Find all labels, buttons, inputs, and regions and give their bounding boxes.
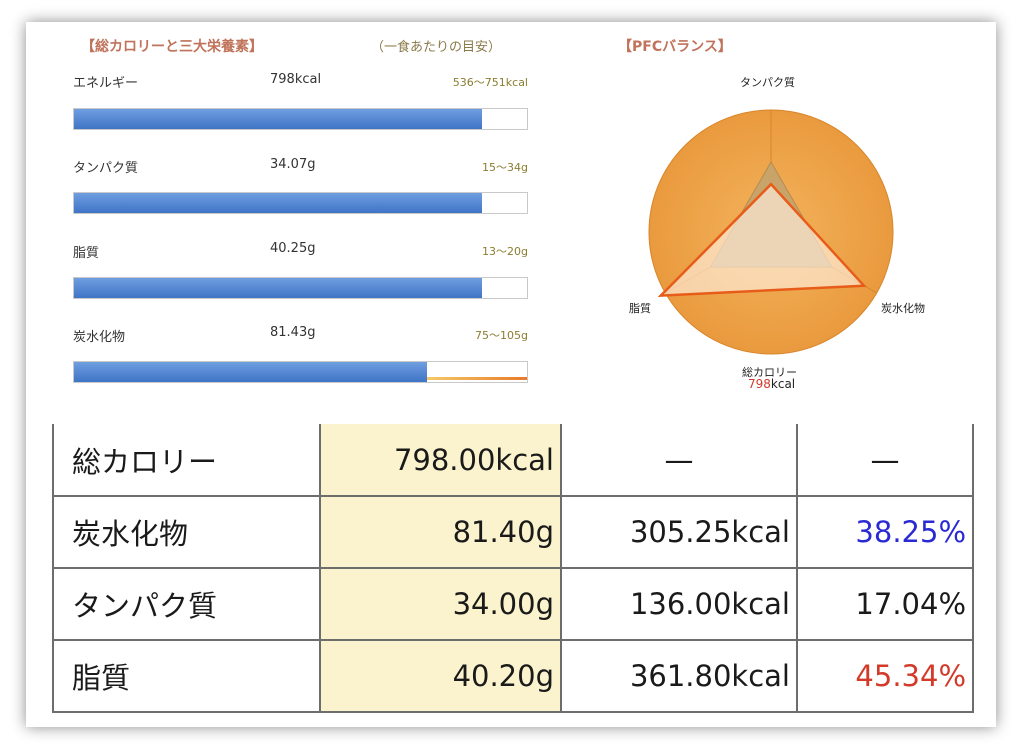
row-kcal: —: [560, 424, 798, 497]
summary-title: 【総カロリーと三大栄養素】: [81, 39, 263, 55]
nutrient-range-carbs: 75〜105g: [475, 329, 528, 342]
radar-label-protein: タンパク質: [740, 76, 795, 89]
row-percent: 45.34%: [796, 639, 974, 713]
radar-label-carbs: 炭水化物: [881, 302, 925, 315]
table-row: 総カロリー 798.00kcal — —: [52, 424, 974, 497]
nutrient-label-energy: エネルギー: [73, 76, 139, 91]
nutrition-panel: 【総カロリーと三大栄養素】 （一食あたりの目安） 【PFCバランス】 エネルギー…: [26, 22, 996, 727]
row-name: 炭水化物: [52, 495, 321, 569]
radar-label-total: 総カロリー: [742, 366, 797, 379]
nutrient-bar-over: [427, 377, 527, 380]
nutrient-bar-fat: [73, 277, 528, 299]
row-name: 総カロリー: [52, 424, 321, 497]
nutrient-bar-fill: [74, 278, 482, 298]
per-meal-note: （一食あたりの目安）: [371, 40, 502, 55]
radar-kcal-readout: 798kcal: [748, 377, 795, 391]
row-name: 脂質: [52, 639, 321, 713]
nutrient-label-protein: タンパク質: [73, 161, 139, 176]
pfc-table: 総カロリー 798.00kcal — — 炭水化物 81.40g 305.25k…: [52, 424, 974, 713]
table-row: 炭水化物 81.40g 305.25kcal 38.25%: [52, 495, 974, 569]
row-kcal: 305.25kcal: [560, 495, 798, 569]
table-row: タンパク質 34.00g 136.00kcal 17.04%: [52, 567, 974, 641]
row-amount: 40.20g: [319, 639, 562, 713]
nutrient-range-fat: 13〜20g: [482, 245, 528, 258]
row-percent: 17.04%: [796, 567, 974, 641]
nutrient-bar-protein: [73, 192, 528, 214]
nutrient-range-protein: 15〜34g: [482, 161, 528, 174]
row-name: タンパク質: [52, 567, 321, 641]
nutrient-bar-fill: [74, 362, 428, 382]
nutrient-range-energy: 536〜751kcal: [452, 76, 528, 89]
table-row: 脂質 40.20g 361.80kcal 45.34%: [52, 639, 974, 713]
pfc-radar-chart: [648, 109, 894, 355]
nutrient-bar-carbs: [73, 361, 528, 383]
radar-kcal-value: 798: [748, 377, 771, 391]
row-kcal: 361.80kcal: [560, 639, 798, 713]
radar-label-fat: 脂質: [629, 302, 651, 315]
nutrient-bar-energy: [73, 108, 528, 130]
row-amount: 34.00g: [319, 567, 562, 641]
nutrient-label-fat: 脂質: [73, 246, 100, 261]
row-percent: —: [796, 424, 974, 497]
row-percent: 38.25%: [796, 495, 974, 569]
row-amount: 81.40g: [319, 495, 562, 569]
nutrient-value-fat: 40.25g: [270, 241, 316, 256]
nutrient-label-carbs: 炭水化物: [73, 330, 126, 345]
row-amount: 798.00kcal: [319, 424, 562, 497]
pfc-title: 【PFCバランス】: [618, 39, 732, 55]
nutrient-bar-fill: [74, 109, 482, 129]
nutrient-bar-fill: [74, 193, 482, 213]
nutrient-value-carbs: 81.43g: [270, 325, 316, 340]
row-kcal: 136.00kcal: [560, 567, 798, 641]
radar-kcal-unit: kcal: [770, 377, 796, 391]
nutrient-value-energy: 798kcal: [270, 72, 322, 87]
nutrient-value-protein: 34.07g: [270, 157, 316, 172]
radar-series-area: [657, 182, 867, 298]
